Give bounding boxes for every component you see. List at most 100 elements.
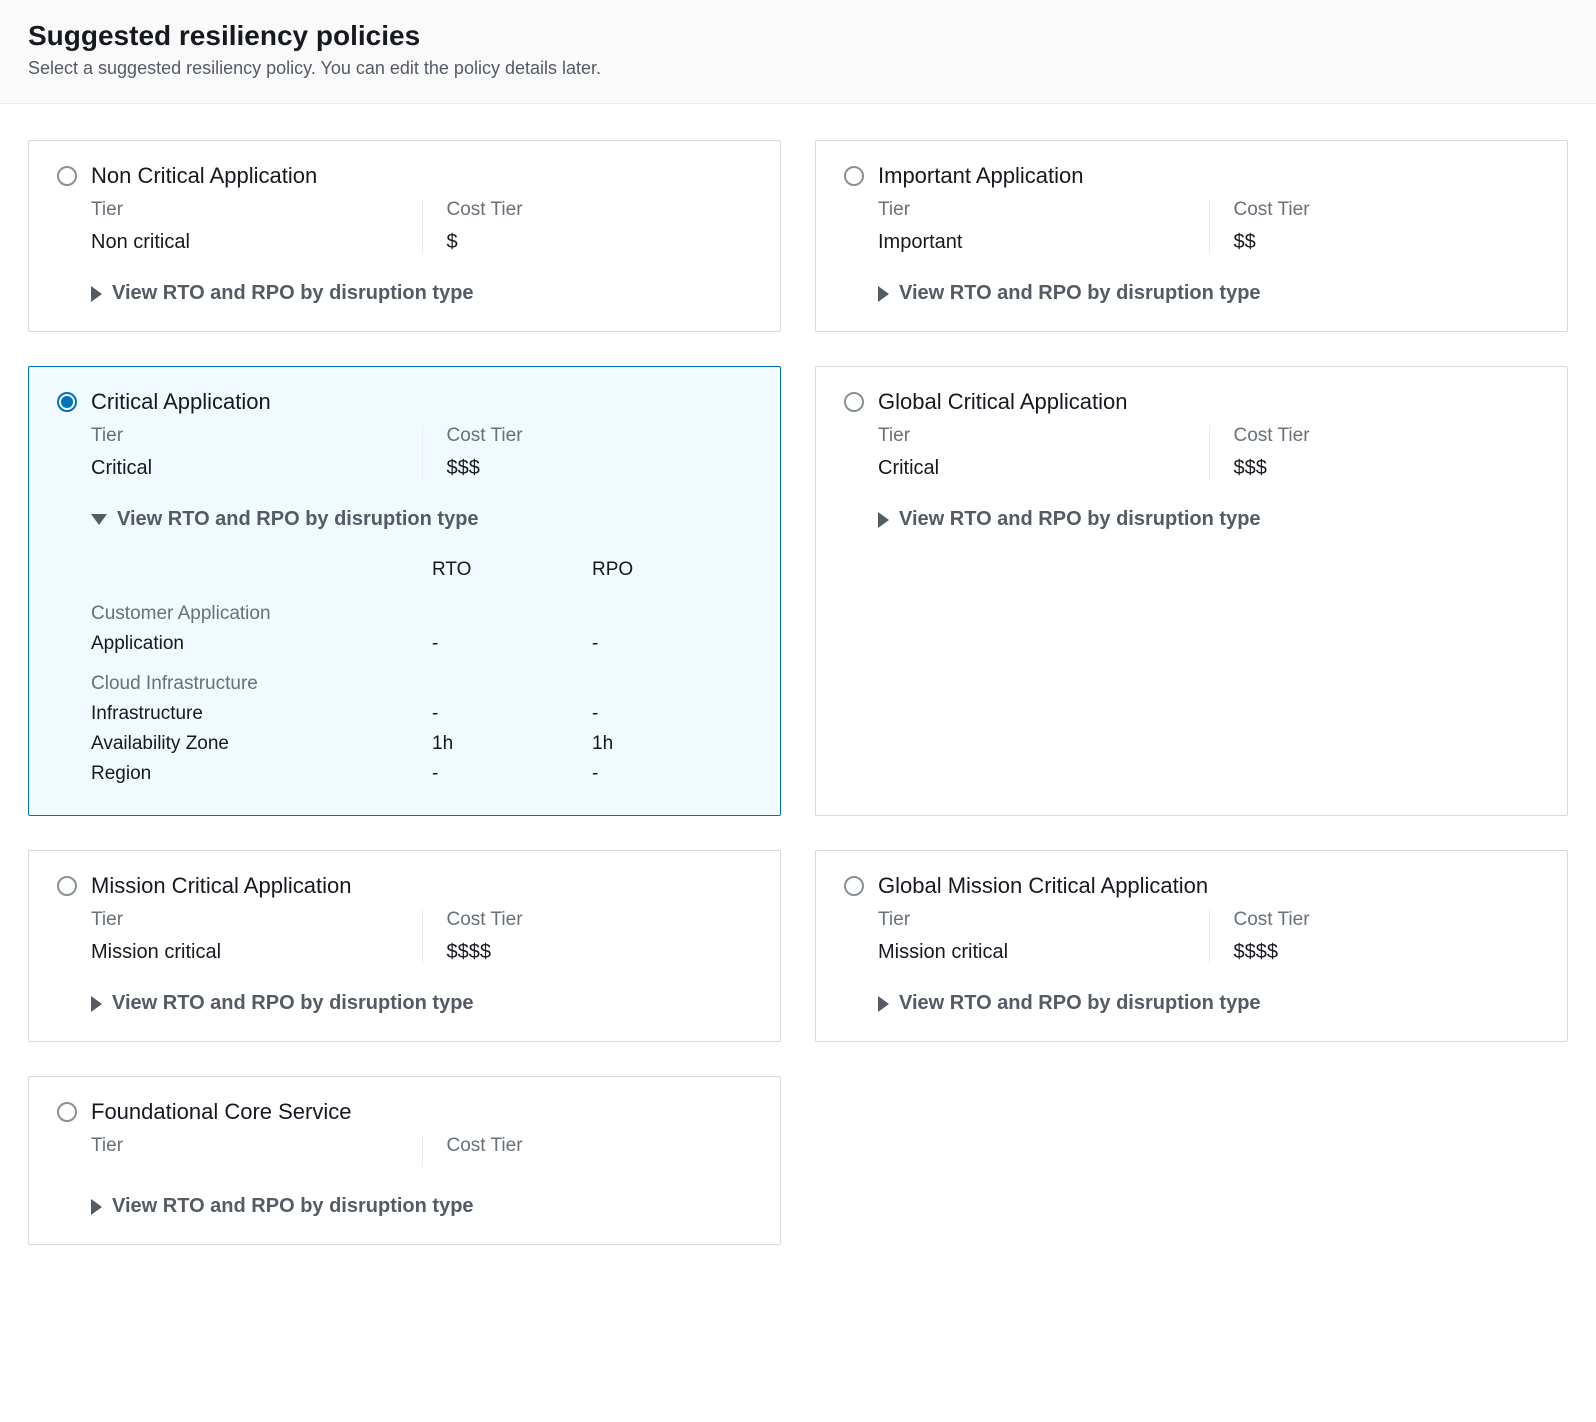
cost-tier-label: Cost Tier [447, 1135, 729, 1157]
cost-tier-value: $ [447, 231, 729, 254]
details-section-label: Cloud Infrastructure [91, 673, 752, 695]
tier-label: Tier [91, 1135, 398, 1157]
policy-radio-critical[interactable] [57, 392, 77, 412]
policy-title: Important Application [878, 163, 1083, 189]
details-row: Infrastructure-- [91, 699, 752, 729]
expand-toggle-non-critical[interactable]: View RTO and RPO by disruption type [91, 282, 752, 305]
cost-tier-label: Cost Tier [447, 199, 729, 221]
expand-label: View RTO and RPO by disruption type [117, 508, 479, 531]
details-row: Availability Zone1h1h [91, 729, 752, 759]
page-subtitle: Select a suggested resiliency policy. Yo… [28, 58, 1568, 79]
tier-value: Mission critical [878, 941, 1185, 964]
policy-radio-foundational[interactable] [57, 1102, 77, 1122]
details-row-rpo: - [592, 699, 752, 729]
details-row-name: Region [91, 759, 432, 789]
tier-label: Tier [91, 199, 398, 221]
expand-label: View RTO and RPO by disruption type [112, 992, 474, 1015]
expand-toggle-mission-critical[interactable]: View RTO and RPO by disruption type [91, 992, 752, 1015]
details-row-name: Availability Zone [91, 729, 432, 759]
details-row-rto: - [432, 629, 592, 659]
cost-tier-label: Cost Tier [447, 909, 729, 931]
tier-value: Mission critical [91, 941, 398, 964]
policy-radio-mission-critical[interactable] [57, 876, 77, 896]
policy-card-global-mission-critical[interactable]: Global Mission Critical Application Tier M… [815, 850, 1568, 1042]
policy-card-foundational[interactable]: Foundational Core Service Tier Cost Tier Vi… [28, 1076, 781, 1245]
expand-label: View RTO and RPO by disruption type [112, 1195, 474, 1218]
policy-card-non-critical[interactable]: Non Critical ApplicationTierNon critical… [28, 140, 781, 332]
details-section-label: Customer Application [91, 603, 752, 625]
policy-title: Critical Application [91, 389, 271, 415]
policy-card-header: Non Critical Application [57, 163, 752, 189]
tier-label: Tier [91, 425, 398, 447]
details-row-rpo: 1h [592, 729, 752, 759]
expand-toggle-critical[interactable]: View RTO and RPO by disruption type [91, 508, 752, 531]
cost-tier-label: Cost Tier [1234, 199, 1516, 221]
policy-card-critical[interactable]: Critical ApplicationTierCriticalCost Tie… [28, 366, 781, 816]
policy-title: Foundational Core Service [91, 1099, 351, 1125]
tier-value: Important [878, 231, 1185, 254]
details-row-rpo: - [592, 629, 752, 659]
tier-label: Tier [878, 909, 1185, 931]
tier-value: Critical [878, 457, 1185, 480]
tier-row: Tier Cost Tier [91, 1135, 752, 1167]
caret-right-icon [91, 286, 102, 302]
policy-title: Global Critical Application [878, 389, 1127, 415]
expand-toggle-global-critical[interactable]: View RTO and RPO by disruption type [878, 508, 1539, 531]
tier-row: Tier Critical Cost Tier $$$ [878, 425, 1539, 480]
page-header: Suggested resiliency policies Select a s… [0, 0, 1596, 104]
caret-right-icon [878, 512, 889, 528]
policy-title: Global Mission Critical Application [878, 873, 1208, 899]
policy-radio-global-critical[interactable] [844, 392, 864, 412]
tier-row: Tier Mission critical Cost Tier $$$$ [91, 909, 752, 964]
rto-header: RTO [432, 551, 592, 589]
details-row: Application-- [91, 629, 752, 659]
rto-rpo-table: RTORPOCustomer ApplicationApplication--C… [91, 551, 752, 789]
cost-tier-value: $$$$ [447, 941, 729, 964]
policy-card-header: Foundational Core Service [57, 1099, 752, 1125]
expand-label: View RTO and RPO by disruption type [899, 508, 1261, 531]
tier-label: Tier [91, 909, 398, 931]
policy-card-mission-critical[interactable]: Mission Critical Application Tier Mission … [28, 850, 781, 1042]
rpo-header: RPO [592, 551, 752, 589]
cost-tier-label: Cost Tier [1234, 909, 1516, 931]
expand-toggle-foundational[interactable]: View RTO and RPO by disruption type [91, 1195, 752, 1218]
expand-toggle-important[interactable]: View RTO and RPO by disruption type [878, 282, 1539, 305]
details-row-rpo: - [592, 759, 752, 789]
cost-tier-label: Cost Tier [447, 425, 729, 447]
expand-label: View RTO and RPO by disruption type [112, 282, 474, 305]
details-row-rto: 1h [432, 729, 592, 759]
cost-tier-value: $$$ [447, 457, 729, 480]
caret-down-icon [91, 514, 107, 525]
policy-card-important[interactable]: Important ApplicationTierImportantCost T… [815, 140, 1568, 332]
caret-right-icon [91, 996, 102, 1012]
tier-row: TierImportantCost Tier$$ [878, 199, 1539, 254]
details-row: Region-- [91, 759, 752, 789]
expand-toggle-global-mission-critical[interactable]: View RTO and RPO by disruption type [878, 992, 1539, 1015]
policy-title: Mission Critical Application [91, 873, 351, 899]
policy-card-header: Mission Critical Application [57, 873, 752, 899]
details-row-rto: - [432, 699, 592, 729]
details-row-rto: - [432, 759, 592, 789]
expand-label: View RTO and RPO by disruption type [899, 992, 1261, 1015]
policy-card-header: Global Critical Application [844, 389, 1539, 415]
policy-card-header: Global Mission Critical Application [844, 873, 1539, 899]
cost-tier-value: $$$$ [1234, 941, 1516, 964]
tier-label: Tier [878, 425, 1185, 447]
policy-radio-non-critical[interactable] [57, 166, 77, 186]
caret-right-icon [878, 286, 889, 302]
caret-right-icon [878, 996, 889, 1012]
tier-row: TierCriticalCost Tier$$$ [91, 425, 752, 480]
cost-tier-value: $$$ [1234, 457, 1516, 480]
details-row-name: Application [91, 629, 432, 659]
cost-tier-label: Cost Tier [1234, 425, 1516, 447]
policy-radio-global-mission-critical[interactable] [844, 876, 864, 896]
expand-label: View RTO and RPO by disruption type [899, 282, 1261, 305]
policy-card-global-critical[interactable]: Global Critical Application Tier Critical C… [815, 366, 1568, 816]
cost-tier-value: $$ [1234, 231, 1516, 254]
policy-card-header: Important Application [844, 163, 1539, 189]
tier-row: TierNon criticalCost Tier$ [91, 199, 752, 254]
policy-radio-important[interactable] [844, 166, 864, 186]
tier-row: Tier Mission critical Cost Tier $$$$ [878, 909, 1539, 964]
caret-right-icon [91, 1199, 102, 1215]
policy-cards-grid: Non Critical ApplicationTierNon critical… [0, 104, 1596, 1281]
